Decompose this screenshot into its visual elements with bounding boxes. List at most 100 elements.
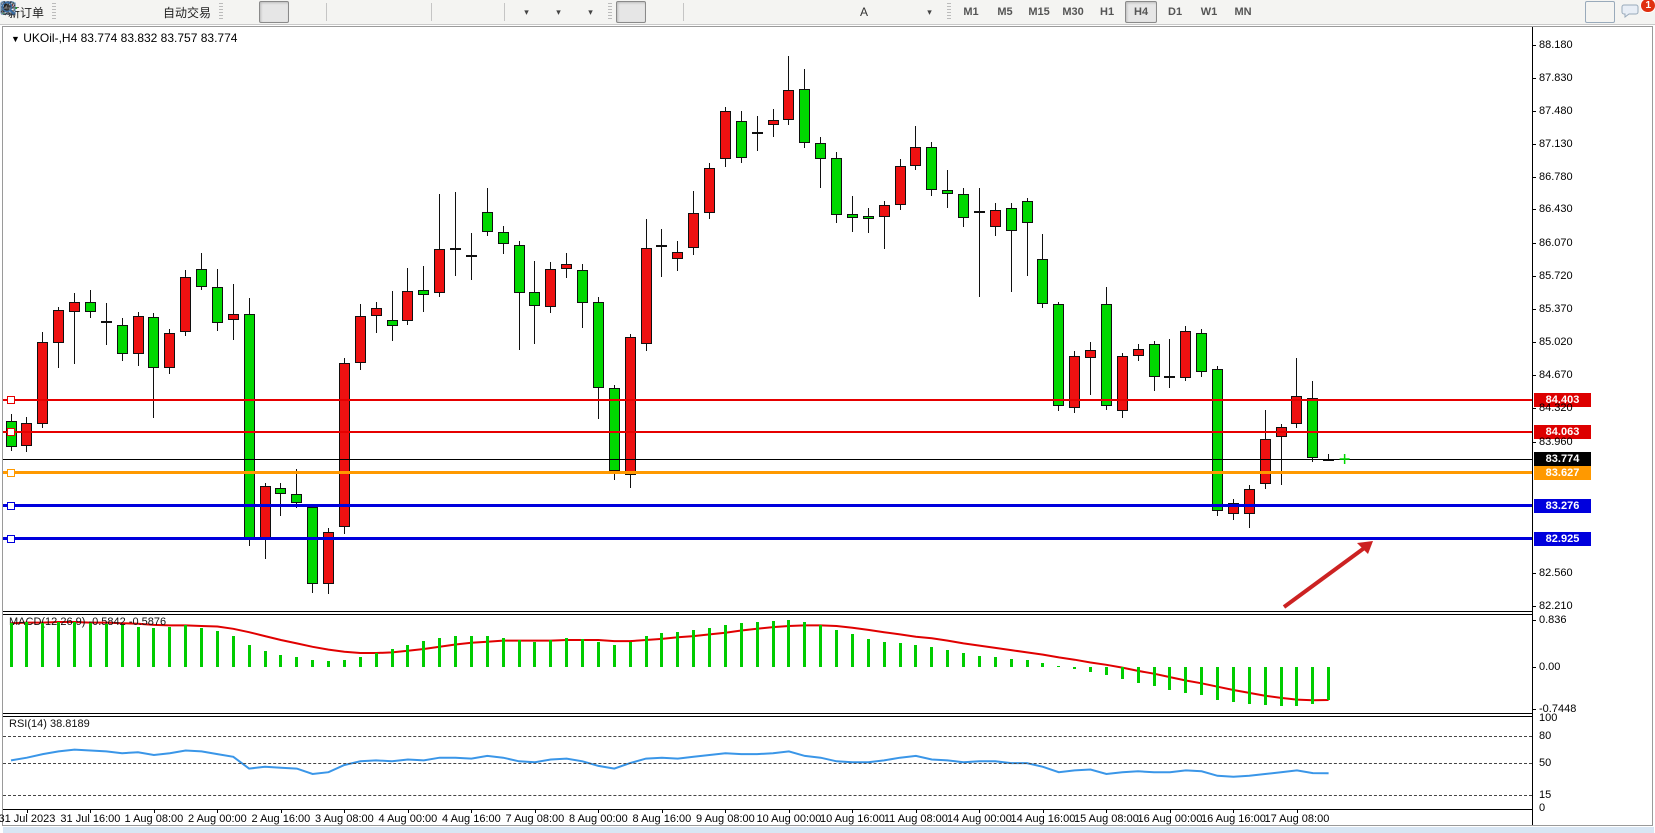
macd-bar xyxy=(1200,667,1204,696)
macd-bar xyxy=(1104,667,1108,676)
time-tick xyxy=(979,810,981,813)
tab-timeframe-m15[interactable]: M15 xyxy=(1028,6,1050,18)
macd-bar xyxy=(231,636,235,667)
time-tick xyxy=(344,810,346,813)
macd-bar xyxy=(9,623,13,667)
tab-timeframe-mn[interactable]: MN xyxy=(1234,6,1252,18)
candle xyxy=(608,388,620,471)
macd-pane[interactable]: MACD(12,26,9) -0.5842 -0.5876 xyxy=(3,614,1532,713)
line-handle[interactable] xyxy=(7,468,15,477)
candle xyxy=(1291,395,1303,424)
candle-wick xyxy=(883,201,885,249)
tile-windows-icon[interactable] xyxy=(2,1,426,23)
candle xyxy=(1148,343,1160,377)
macd-bar xyxy=(1089,667,1092,672)
candle xyxy=(164,332,176,369)
line-handle[interactable] xyxy=(7,395,15,404)
candle xyxy=(783,90,795,121)
text-label-icon[interactable]: T xyxy=(1,1,911,23)
signal-icon[interactable] xyxy=(1,1,154,23)
tab-timeframe-m5[interactable]: M5 xyxy=(997,6,1013,18)
tab-timeframe-w1[interactable]: W1 xyxy=(1200,6,1218,18)
candle xyxy=(846,214,858,218)
tab-timeframe-d1[interactable]: D1 xyxy=(1168,6,1183,18)
fibonacci-icon[interactable]: F xyxy=(2,1,847,23)
period-clock-button[interactable]: ▾ xyxy=(1,1,572,23)
community-icon[interactable] xyxy=(0,1,122,23)
tab-timeframe-h1[interactable]: H1 xyxy=(1100,6,1115,18)
gold-icon[interactable] xyxy=(1,1,90,23)
macd-axis-label: 0.836 xyxy=(1539,614,1567,626)
time-tick xyxy=(280,810,282,813)
chat-icon[interactable]: 1 xyxy=(1621,0,1655,23)
main-price-pane[interactable]: ▼ UKOil-,H4 83.774 83.832 83.757 83.774 xyxy=(3,27,1532,611)
candle xyxy=(989,210,1001,228)
channel-icon[interactable]: E xyxy=(0,1,815,23)
tab-timeframe-m1[interactable]: M1 xyxy=(963,6,979,18)
cursor-icon[interactable] xyxy=(4,1,647,23)
chevron-down-icon[interactable]: ▼ xyxy=(11,34,20,44)
annotation-arrow-shaft[interactable] xyxy=(1282,544,1369,609)
macd-bar xyxy=(914,644,918,667)
macd-bar xyxy=(771,620,775,667)
macd-bar xyxy=(1247,667,1251,705)
time-axis[interactable]: 31 Jul 2023 31 Jul 16:00 1 Aug 08:00 2 Aug … xyxy=(0,810,1532,827)
price-level-line[interactable] xyxy=(3,398,1532,401)
arrows-icon[interactable]: ▾ xyxy=(3,1,943,23)
time-axis-label: 15 Aug 08:00 xyxy=(1073,813,1139,825)
candle xyxy=(767,120,779,125)
toolbar-separator xyxy=(431,3,433,21)
candlestick-chart-icon[interactable] xyxy=(1,1,290,23)
macd-bar xyxy=(41,622,45,667)
macd-axis-label: -0.7448 xyxy=(1539,702,1577,715)
macd-bar xyxy=(692,629,696,667)
rsi-level-line xyxy=(3,763,1532,765)
chart-window: ▼ UKOil-,H4 83.774 83.832 83.757 83.774 … xyxy=(0,26,1654,833)
new-order-button[interactable]: 新订单 xyxy=(8,5,45,20)
price-level-line[interactable] xyxy=(3,430,1532,433)
candle xyxy=(450,248,461,250)
autotrade-button[interactable]: 自动交易 xyxy=(1,1,215,23)
macd-bar xyxy=(279,654,283,667)
zoom-in-icon[interactable] xyxy=(2,1,362,23)
price-axis-label: 87.130 xyxy=(1539,137,1573,150)
macd-bar xyxy=(247,644,251,667)
candle xyxy=(307,507,319,585)
search-icon[interactable] xyxy=(1,1,1615,23)
indicator-window-button[interactable]: ▾ xyxy=(0,1,604,23)
annotation-arrow-head[interactable] xyxy=(1357,541,1373,554)
current-price-line[interactable] xyxy=(3,458,1532,460)
price-level-line[interactable] xyxy=(3,537,1532,541)
price-axis-label: 85.370 xyxy=(1539,303,1573,316)
line-handle[interactable] xyxy=(7,427,15,436)
current-bar-marker xyxy=(1339,454,1350,465)
new-chart-button[interactable]: ▾ xyxy=(1,1,540,23)
rsi-pane[interactable]: RSI(14) 38.8189 xyxy=(3,716,1532,809)
line-handle[interactable] xyxy=(7,501,15,510)
auto-scroll-icon[interactable] xyxy=(1,1,467,23)
tab-timeframe-m30[interactable]: M30 xyxy=(1062,6,1084,18)
time-tick xyxy=(1233,810,1235,813)
price-level-line[interactable] xyxy=(3,471,1532,475)
trendline-icon[interactable] xyxy=(1,1,783,23)
chart-shift-icon[interactable] xyxy=(1,1,499,23)
line-handle[interactable] xyxy=(7,534,15,543)
text-icon[interactable]: A xyxy=(860,5,869,19)
candle xyxy=(370,308,382,316)
candle xyxy=(69,301,80,312)
svg-text:F: F xyxy=(10,11,14,18)
candle xyxy=(148,316,160,369)
horizontal-line-icon[interactable] xyxy=(2,1,751,23)
vertical-line-icon[interactable] xyxy=(7,1,719,23)
macd-bar xyxy=(565,637,569,667)
candle-wick xyxy=(74,293,75,365)
crosshair-icon[interactable] xyxy=(1,1,678,23)
candle-wick xyxy=(280,482,282,516)
zoom-out-icon[interactable] xyxy=(2,1,394,23)
bar-chart-icon[interactable] xyxy=(1,1,257,23)
line-chart-icon[interactable] xyxy=(0,1,321,23)
candle-wick xyxy=(820,137,822,188)
price-level-line[interactable] xyxy=(3,504,1532,508)
price-axis-label: 87.830 xyxy=(1539,71,1573,84)
tab-timeframe-h4[interactable]: H4 xyxy=(1125,1,1158,23)
